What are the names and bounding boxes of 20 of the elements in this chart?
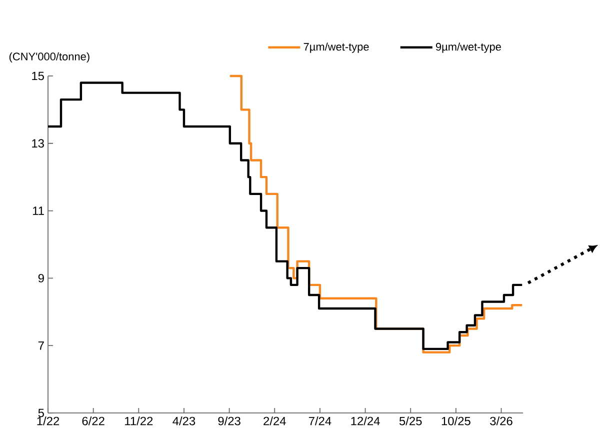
legend-label: 9µm/wet-type bbox=[436, 42, 501, 53]
x-tick-label: 1/22 bbox=[37, 416, 60, 426]
y-tick-label: 9 bbox=[38, 274, 44, 282]
y-tick-label: 5 bbox=[38, 408, 44, 418]
y-axis-title: (CNY'000/tonne) bbox=[9, 52, 90, 63]
x-tick-label: 4/23 bbox=[172, 416, 196, 426]
x-tick-label: 3/26 bbox=[490, 416, 512, 426]
y-tick-label: 15 bbox=[32, 72, 44, 80]
x-tick-label: 2/24 bbox=[264, 416, 286, 426]
x-tick-label: 6/22 bbox=[82, 416, 104, 426]
x-tick-label: 5/25 bbox=[399, 416, 422, 426]
legend-label: 7µm/wet-type bbox=[304, 42, 369, 53]
x-tick-label: 9/23 bbox=[218, 416, 240, 426]
x-tick-label: 10/25 bbox=[442, 416, 470, 426]
y-tick-label: 7 bbox=[38, 341, 44, 350]
x-tick-label: 12/24 bbox=[351, 416, 380, 426]
y-tick-label: 11 bbox=[32, 206, 44, 215]
x-tick-label: 7/24 bbox=[308, 416, 332, 426]
x-tick-label: 11/22 bbox=[125, 416, 153, 426]
y-tick-label: 13 bbox=[32, 139, 44, 148]
